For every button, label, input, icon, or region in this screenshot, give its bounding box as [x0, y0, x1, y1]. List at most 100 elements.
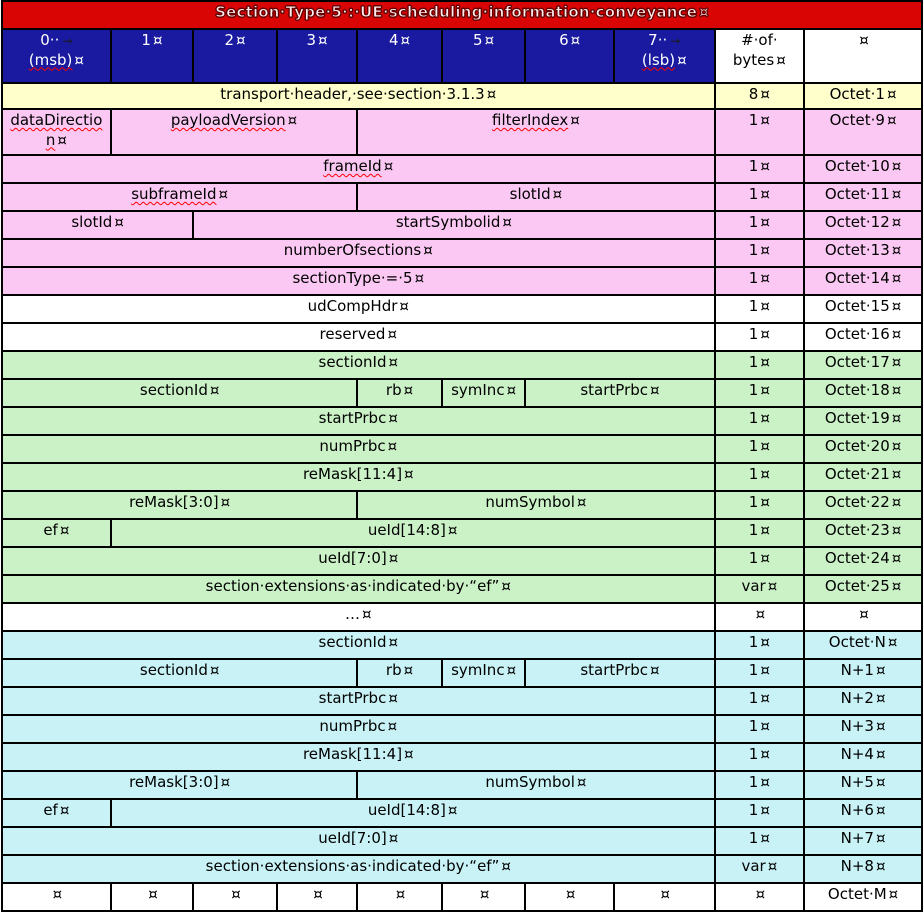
- table-row: … ¤ ¤ ¤: [1, 602, 923, 632]
- pilcrow-mark: ¤: [383, 157, 394, 175]
- cell-text: N+7: [840, 829, 874, 847]
- bit-column-header-3: 3 ¤: [275, 28, 359, 84]
- cell-text: startPrbc: [318, 409, 387, 427]
- pilcrow-mark: ¤: [887, 633, 898, 651]
- table-row: ueId[7:0] ¤ 1 ¤ Octet·24 ¤: [1, 546, 923, 576]
- cell-text: N+2: [840, 689, 874, 707]
- octet-cell: Octet·12 ¤: [803, 210, 923, 240]
- pilcrow-mark: ¤: [760, 325, 770, 343]
- bytes-cell: var ¤: [713, 854, 806, 884]
- bytes-cell: 1 ¤: [713, 770, 806, 800]
- pilcrow-mark: ¤: [388, 829, 399, 847]
- octet-cell: N+7 ¤: [803, 826, 923, 856]
- cell-text: reMask[11:4]: [302, 465, 403, 483]
- table-row: reserved ¤ 1 ¤ Octet·16 ¤: [1, 322, 923, 352]
- cell-text: startPrbc: [580, 661, 649, 679]
- bytes-cell: 1 ¤: [713, 108, 806, 156]
- pilcrow-mark: ¤: [318, 31, 328, 49]
- pilcrow-mark: ¤: [576, 773, 587, 791]
- field-cell-ueid-14-8: ueId[14:8] ¤: [109, 518, 716, 548]
- pilcrow-mark: ¤: [387, 437, 398, 455]
- pilcrow-mark: ¤: [501, 577, 511, 595]
- pilcrow-mark: ¤: [404, 465, 414, 483]
- pilcrow-mark: ¤: [388, 689, 398, 707]
- cell-text: Octet·16: [824, 325, 890, 343]
- pilcrow-mark: ¤: [767, 857, 778, 875]
- field-cell-subframeid: subframeId ¤: [0, 182, 359, 212]
- table-row: section·extensions·as·indicated·by·“ef” ¤…: [1, 574, 923, 604]
- bit-column-header-2: 2 ¤: [192, 28, 278, 84]
- cell-text: 1: [748, 661, 759, 679]
- pilcrow-mark: ¤: [760, 297, 770, 315]
- pilcrow-mark: ¤: [218, 185, 229, 203]
- pilcrow-mark: ¤: [875, 801, 886, 819]
- bit-column-header-0: 0·· → (msb) ¤: [1, 28, 112, 84]
- cell-text: ef: [43, 801, 58, 819]
- field-cell-transport-header-see-section-3-1-3: transport·header,·see·section·3.1.3 ¤: [1, 82, 716, 110]
- pilcrow-mark: ¤: [891, 437, 902, 455]
- octet-cell: Octet·1 ¤: [803, 82, 923, 110]
- field-cell-payloadversion: payloadVersion ¤: [109, 108, 359, 156]
- pilcrow-mark: ¤: [760, 829, 770, 847]
- table-row: sectionId ¤ rb ¤ symInc ¤ startPrbc ¤ 1 ¤ Octet·18…: [0, 378, 923, 408]
- pilcrow-mark: ¤: [677, 50, 687, 69]
- cell-text: 3: [306, 31, 317, 49]
- cell-text: section·extensions·as·indicated·by·“ef”: [205, 857, 500, 875]
- cell-text: Octet·N: [828, 633, 886, 651]
- pilcrow-mark: ¤: [57, 130, 67, 149]
- pilcrow-mark: ¤: [886, 85, 897, 103]
- pilcrow-mark: ¤: [287, 111, 298, 129]
- cell-text: 1: [748, 829, 759, 847]
- field-cell-empty: ¤: [275, 882, 359, 912]
- field-cell-numprbc: numPrbc ¤: [1, 434, 716, 464]
- field-cell-filterindex: filterIndex ¤: [356, 108, 716, 156]
- table-title-row: Section·Type·5·:·UE·scheduling·informati…: [1, 0, 923, 30]
- table-row: ef ¤ ueId[14:8] ¤ 1 ¤ N+6 ¤: [1, 798, 923, 828]
- field-cell-ef: ef ¤: [1, 518, 112, 548]
- field-cell-empty: ¤: [1, 882, 112, 912]
- pilcrow-mark: ¤: [59, 801, 70, 819]
- cell-text: 1: [748, 437, 759, 455]
- cell-text: numPrbc: [319, 437, 386, 455]
- cell-text: symInc: [451, 381, 505, 399]
- cell-text: 6: [559, 31, 569, 49]
- pilcrow-mark: ¤: [403, 661, 414, 679]
- cell-text: sectionId: [318, 633, 387, 651]
- cell-text: section·extensions·as·indicated·by·“ef”: [205, 577, 500, 595]
- cell-text: symInc: [451, 661, 505, 679]
- pilcrow-mark: ¤: [502, 213, 512, 231]
- pilcrow-mark: ¤: [209, 381, 220, 399]
- bytes-cell: 1 ¤: [713, 378, 806, 408]
- field-cell-datadirection: dataDirection ¤: [1, 108, 112, 156]
- cell-text: N+5: [840, 773, 874, 791]
- cell-text: 1: [748, 633, 759, 651]
- cell-text: 1: [748, 801, 759, 819]
- octet-cell: Octet·11 ¤: [803, 182, 923, 212]
- pilcrow-mark: ¤: [760, 801, 770, 819]
- pilcrow-mark: ¤: [506, 381, 517, 399]
- field-cell-empty: ¤: [192, 882, 278, 912]
- octet-cell: N+3 ¤: [803, 714, 923, 744]
- cell-text: Octet·20: [824, 437, 890, 455]
- field-cell-syminc: symInc ¤: [440, 378, 527, 408]
- field-cell-numsymbol: numSymbol ¤: [356, 770, 716, 800]
- cell-text: 7··: [648, 31, 668, 49]
- table-row: sectionType·=·5 ¤ 1 ¤ Octet·14 ¤: [1, 266, 923, 296]
- bit-column-header-6: 6 ¤: [524, 28, 615, 84]
- octet-cell: Octet·17 ¤: [803, 350, 923, 380]
- field-cell-syminc: symInc ¤: [440, 658, 527, 688]
- pilcrow-mark: ¤: [760, 717, 770, 735]
- pilcrow-mark: ¤: [313, 885, 323, 903]
- field-rows: transport·header,·see·section·3.1.3 ¤ 8 ¤ Oc…: [0, 82, 923, 912]
- bytes-cell: 1 ¤: [713, 490, 806, 520]
- cell-text: sectionId: [139, 661, 208, 679]
- table-row: numPrbc ¤ 1 ¤ Octet·20 ¤: [1, 434, 923, 464]
- cell-text: 1: [748, 241, 759, 259]
- cell-text: 5: [473, 31, 483, 49]
- cell-text: 1: [748, 773, 759, 791]
- pilcrow-mark: ¤: [220, 493, 231, 511]
- pilcrow-mark: ¤: [886, 111, 897, 129]
- cell-text: 1: [141, 31, 151, 49]
